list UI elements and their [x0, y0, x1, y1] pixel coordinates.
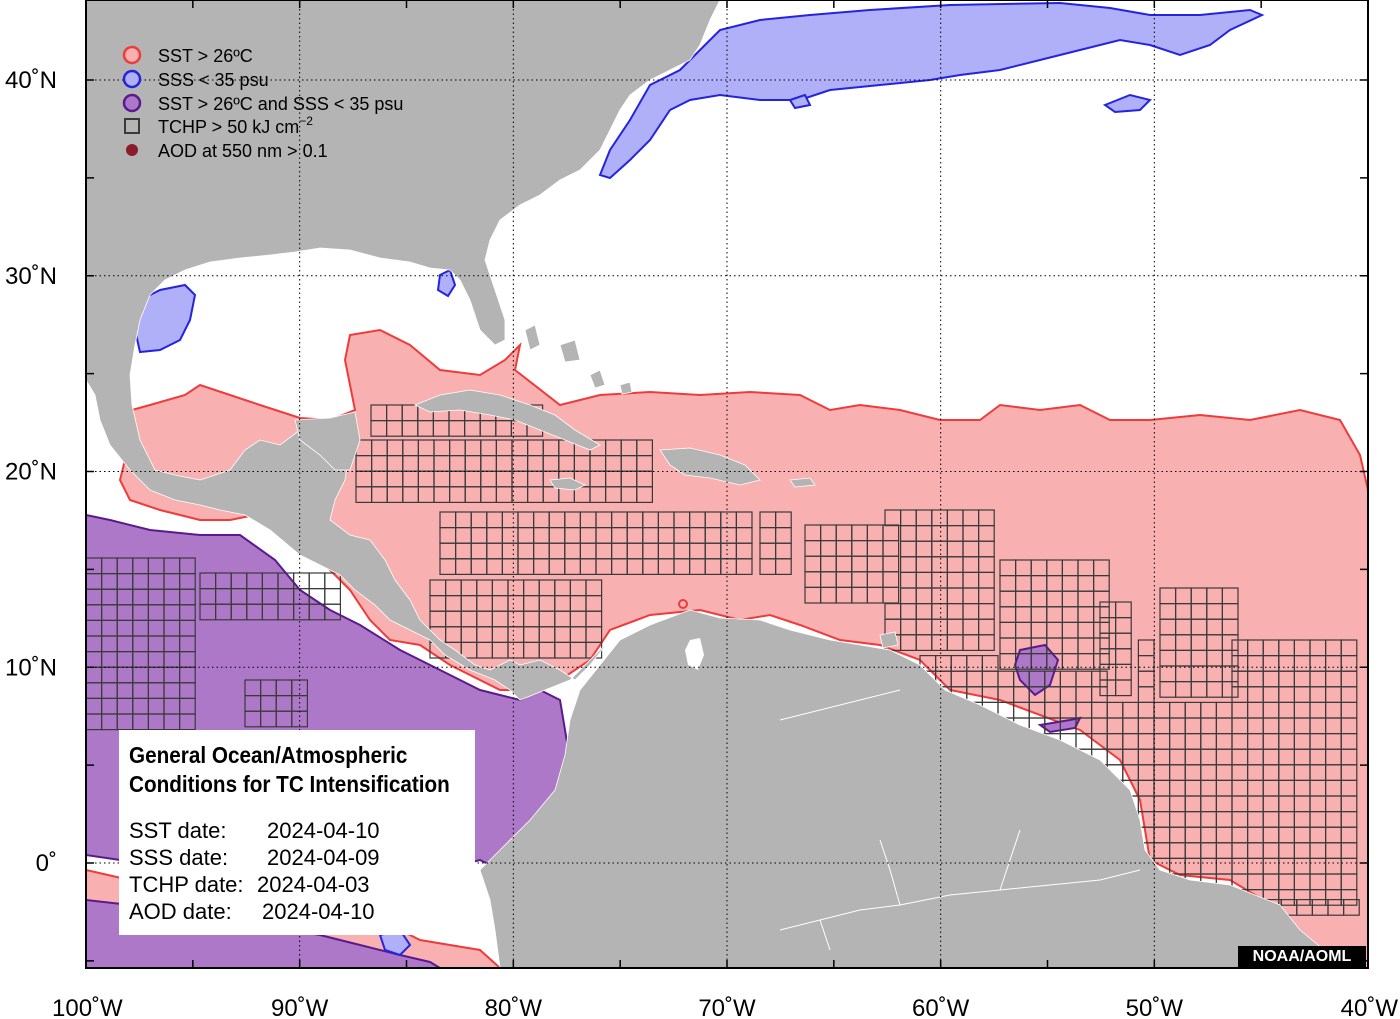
- info-title-line1: General Ocean/Atmospheric: [129, 742, 408, 768]
- lat-tick-label: 30˚N: [5, 263, 57, 290]
- sst-date-label: SST date:: [129, 818, 227, 843]
- land-puerto-rico: [789, 477, 816, 488]
- lat-tick-label: 40˚N: [5, 67, 57, 94]
- sst-date-value: 2024-04-10: [267, 818, 380, 843]
- lake-maracaibo: [685, 638, 704, 670]
- land-bahamas: [524, 324, 633, 395]
- legend-tchp-label: TCHP > 50 kJ cm−2: [158, 114, 313, 137]
- axis-ticks: [86, 0, 1368, 968]
- legend-tchp-text: TCHP > 50 kJ cm: [158, 117, 299, 137]
- legend-sss-symbol: [122, 69, 142, 89]
- legend-sst-label: SST > 26ºC: [158, 46, 253, 66]
- legend-sss-label: SSS < 35 psu: [158, 70, 269, 90]
- tchp-date-label: TCHP date:: [129, 872, 244, 897]
- legend-both-symbol: [122, 93, 142, 113]
- land-cuba: [413, 389, 601, 451]
- land-yucatan: [294, 411, 361, 471]
- land-jamaica: [549, 477, 586, 491]
- lat-tick-label: 0˚: [36, 850, 57, 877]
- axis-tick-labels: 100˚W 90˚W 80˚W 70˚W 60˚W 50˚W 40˚W 40˚N 30˚N 20˚…: [5, 67, 1398, 1019]
- legend: SST > 26ºC SSS < 35 psu SST > 26ºC and S…: [122, 45, 403, 161]
- tchp-cell: [1342, 898, 1360, 916]
- tchp-cell: [1092, 652, 1110, 670]
- tchp-cell: [1221, 680, 1239, 698]
- tchp-date-row: TCHP date: 2024-04-03: [129, 872, 370, 898]
- land-hispaniola: [659, 447, 761, 486]
- legend-aod-symbol: [126, 144, 138, 156]
- tchp-cell: [977, 634, 995, 651]
- tchp-cell: [179, 713, 196, 731]
- info-box: General Ocean/Atmospheric Conditions for…: [119, 730, 475, 935]
- sss-date-row: SSS date: 2024-04-09: [129, 845, 380, 871]
- legend-tchp-symbol: [124, 118, 140, 134]
- lat-tick-label: 20˚N: [5, 459, 57, 486]
- lon-tick-label: 70˚W: [698, 995, 756, 1019]
- sst-region: [118, 328, 1368, 968]
- sss-date-label: SSS date:: [129, 845, 229, 870]
- land-south-america: [479, 609, 1368, 968]
- sss-date-value: 2024-04-09: [267, 845, 380, 870]
- rivers: [779, 689, 1141, 951]
- tchp-cell: [735, 558, 753, 575]
- lon-tick-label: 90˚W: [271, 995, 329, 1019]
- land: [86, 0, 1368, 968]
- sss-region-gulf-west: [133, 283, 197, 354]
- legend-sst-symbol: [122, 45, 142, 65]
- credit-badge: NOAA/AOML: [1238, 946, 1366, 968]
- legend-aod-label: AOD at 550 nm > 0.1: [158, 141, 328, 161]
- sst-date-row: SST date: 2024-04-10: [129, 818, 380, 844]
- aod-date-value: 2024-04-10: [262, 899, 375, 924]
- lon-tick-label: 40˚W: [1341, 995, 1399, 1019]
- sss-region-small-2: [788, 93, 812, 110]
- legend-tchp-superscript: −2: [299, 114, 313, 128]
- lon-tick-label: 80˚W: [485, 995, 543, 1019]
- aod-date-row: AOD date: 2024-04-10: [129, 899, 375, 925]
- sst-island-mark: [678, 599, 688, 609]
- lat-tick-label: 10˚N: [5, 654, 57, 681]
- land-trinidad: [879, 631, 899, 649]
- sss-region-small: [1102, 93, 1152, 114]
- tchp-cell: [1114, 679, 1132, 697]
- tchp-cell: [1340, 888, 1358, 906]
- lon-tick-label: 100˚W: [52, 995, 123, 1019]
- tchp-cell: [324, 603, 341, 621]
- tchp-cell: [774, 558, 792, 575]
- tchp-cell: [636, 486, 653, 503]
- aod-date-label: AOD date:: [129, 899, 232, 924]
- lon-tick-label: 50˚W: [1126, 995, 1184, 1019]
- lon-tick-label: 60˚W: [912, 995, 970, 1019]
- tchp-date-value: 2024-04-03: [257, 872, 370, 897]
- sss-region-florida: [436, 268, 457, 298]
- info-title-line2: Conditions for TC Intensification: [129, 771, 450, 797]
- legend-both-label: SST > 26ºC and SSS < 35 psu: [158, 94, 403, 114]
- tchp-grid: [86, 404, 1360, 916]
